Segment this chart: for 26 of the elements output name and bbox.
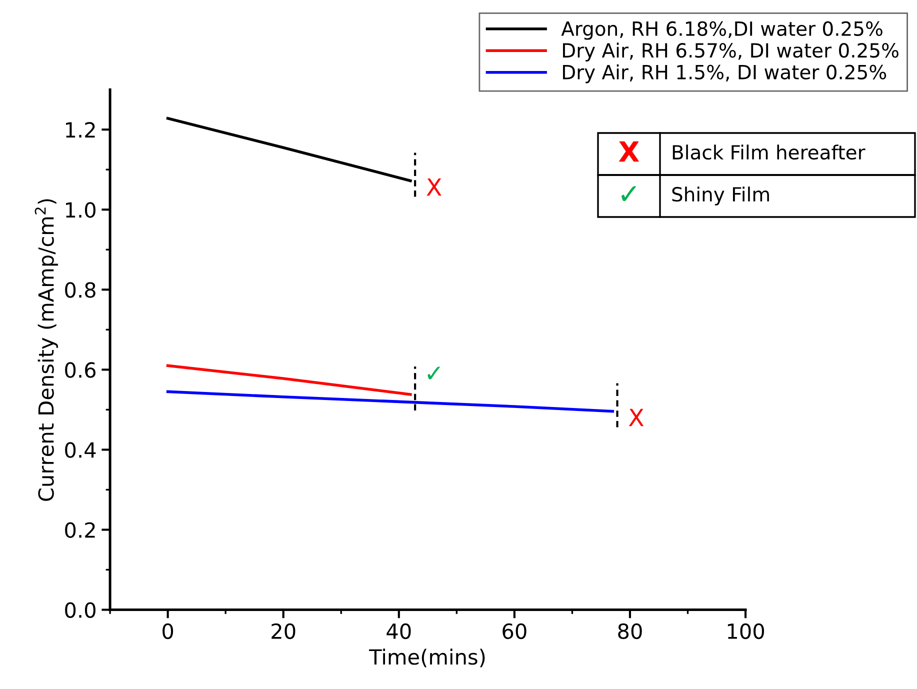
annotation: Black Film hereafter	[672, 144, 866, 160]
annotation: ✓	[622, 186, 636, 201]
x-tick-label: 100	[728, 623, 764, 640]
legend-label: Argon, RH 6.18%,DI water 0.25%	[561, 21, 882, 40]
text: 0.0	[65, 602, 96, 618]
annotation: ✓	[428, 366, 440, 380]
legend-label: Dry Air, RH 1.5%, DI water 0.25%	[563, 64, 886, 84]
x-tick-label: 80	[618, 623, 642, 640]
legend-label: Dry Air, RH 6.57%, DI water 0.25%	[563, 42, 898, 62]
y-tick-label: 1.0	[66, 202, 96, 218]
annotation: X	[426, 178, 442, 196]
annotation: Shiny Film	[672, 186, 769, 206]
x-axis-title: Time(mins)	[369, 648, 485, 668]
x-tick-label: 60	[502, 623, 526, 640]
x-tick-label: 20	[272, 623, 296, 640]
y-tick-label: 0.8	[65, 282, 96, 298]
y-axis-title: Current Density (mAmp/cm$^{2}$)	[34, 199, 58, 501]
y-tick-label: 0.4	[65, 442, 96, 458]
x-tick-label: 40	[386, 623, 411, 640]
x-tick-label: 0	[162, 623, 174, 640]
y-tick-label: 1.2	[66, 122, 95, 138]
y-tick-label: 0.6	[65, 362, 96, 378]
annotation: X	[628, 408, 644, 426]
y-tick-label: 0.2	[65, 522, 95, 538]
annotation: X	[618, 141, 640, 162]
line-series	[166, 390, 614, 413]
